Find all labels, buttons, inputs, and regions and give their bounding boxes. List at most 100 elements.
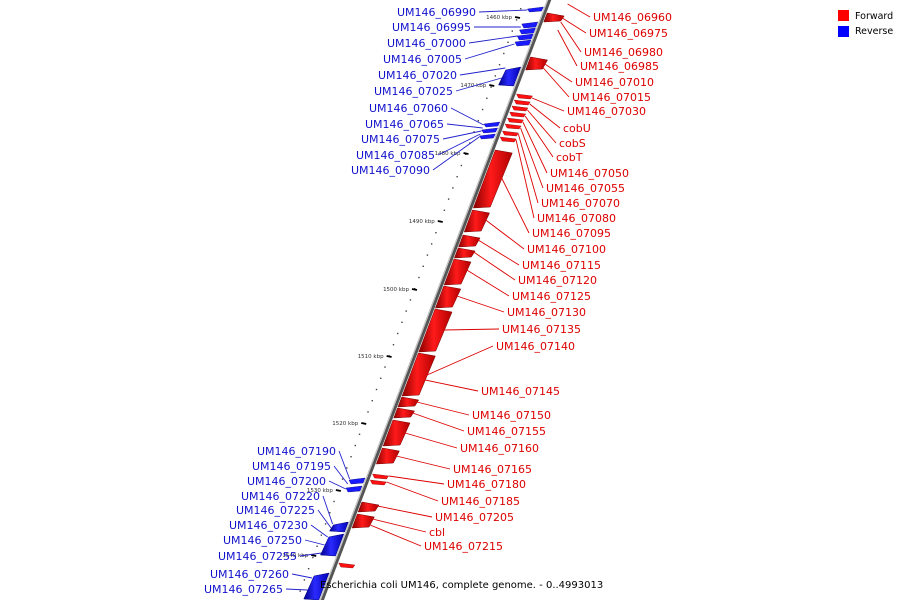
reverse-gene-label: UM146_07020 [378, 69, 457, 82]
reverse-gene-label: UM146_06995 [392, 21, 471, 34]
minor-tick [477, 120, 480, 122]
forward-gene-leader [543, 67, 570, 98]
reverse-gene-block [329, 521, 349, 533]
minor-tick [443, 209, 446, 211]
forward-gene-arrow [502, 130, 519, 137]
reverse-gene-block [320, 533, 345, 557]
reverse-gene-leader [432, 136, 480, 171]
reverse-gene-leader [299, 552, 322, 557]
minor-tick [401, 321, 403, 323]
minor-tick [426, 254, 429, 256]
minor-tick [392, 344, 395, 346]
forward-gene-arrow [507, 117, 524, 124]
tick-label: 1520 kbp [332, 421, 358, 427]
minor-tick [481, 108, 484, 111]
forward-gene-leader [529, 103, 561, 129]
forward-gene-block [393, 407, 415, 419]
forward-gene-leader [517, 133, 539, 204]
forward-gene-label: UM146_07115 [522, 259, 601, 272]
reverse-gene-arrow [481, 127, 498, 134]
minor-tick [469, 142, 471, 144]
minor-tick [503, 52, 505, 55]
forward-gene-block [397, 396, 420, 408]
reverse-gene-label: UM146_07250 [223, 534, 302, 547]
genome-caption: Escherichia coli UM146, complete genome.… [320, 580, 603, 591]
forward-gene-block [401, 352, 436, 397]
forward-gene-leader [515, 139, 535, 219]
forward-gene-leader [527, 109, 557, 144]
reverse-gene-label: UM146_07090 [351, 164, 430, 177]
forward-gene-arrow [499, 136, 517, 143]
reverse-gene-label: UM146_07065 [365, 118, 444, 131]
forward-gene-leader [370, 524, 422, 547]
reverse-gene-leader [322, 495, 334, 525]
reverse-gene-arrow [345, 485, 363, 493]
forward-gene-label: cobU [563, 122, 591, 135]
reverse-gene-leader [291, 573, 313, 579]
forward-gene-label: UM146_07050 [550, 167, 629, 180]
reverse-gene-arrow [478, 133, 496, 140]
minor-tick [341, 478, 344, 480]
minor-tick [380, 377, 382, 379]
forward-gene-label: UM146_07070 [541, 197, 620, 210]
minor-tick [299, 590, 301, 592]
reverse-gene-leader [468, 35, 518, 44]
major-tick [335, 489, 342, 492]
forward-gene-label: UM146_07055 [546, 182, 625, 195]
forward-gene-label: UM146_06960 [593, 11, 672, 24]
minor-tick [490, 86, 492, 88]
forward-gene-label: UM146_07180 [447, 478, 526, 491]
minor-tick [473, 131, 475, 133]
forward-gene-label: UM146_06985 [580, 60, 659, 73]
forward-gene-leader [557, 29, 578, 67]
reverse-gene-arrow [483, 121, 501, 128]
minor-tick [320, 534, 323, 536]
minor-tick [333, 500, 335, 503]
forward-gene-leader [416, 401, 470, 416]
reverse-gene-label: UM146_07000 [387, 37, 466, 50]
forward-gene-label: UM146_07095 [532, 227, 611, 240]
minor-tick [346, 467, 348, 469]
minor-tick [447, 198, 450, 200]
genome-backbone-highlight [319, 0, 549, 600]
forward-gene-arrow [372, 473, 389, 480]
forward-gene-arrow [511, 105, 529, 112]
reverse-gene-label: UM146_07220 [241, 490, 320, 503]
forward-gene-block [351, 513, 375, 529]
forward-gene-leader [520, 127, 544, 189]
forward-gene-label: UM146_07160 [460, 442, 539, 455]
reverse-gene-leader [333, 465, 349, 485]
forward-gene-block [543, 12, 565, 23]
minor-tick [303, 579, 306, 581]
forward-gene-block [525, 56, 548, 71]
major-tick [489, 84, 495, 87]
forward-gene-leader [426, 345, 494, 376]
forward-gene-leader [377, 505, 433, 518]
tick-label: 1500 kbp [383, 287, 409, 293]
forward-gene-leader [425, 379, 479, 392]
minor-tick [409, 299, 412, 301]
forward-gene-arrow [509, 111, 527, 118]
reverse-gene-leader [442, 130, 482, 140]
minor-tick [507, 41, 509, 43]
reverse-gene-arrow [527, 6, 544, 13]
reverse-gene-label: UM146_07260 [210, 568, 289, 581]
forward-gene-block [435, 285, 462, 309]
tick-label: 1540 kbp [282, 553, 308, 559]
forward-gene-label: UM146_07205 [435, 511, 514, 524]
reverse-gene-leader [310, 524, 328, 538]
reverse-gene-label: UM146_07085 [356, 149, 435, 162]
reverse-gene-leader [328, 480, 347, 490]
forward-gene-block [458, 234, 481, 248]
forward-gene-leader [456, 295, 505, 313]
forward-gene-leader [544, 63, 573, 83]
forward-gene-label: UM146_07120 [518, 274, 597, 287]
tick-label: 1490 kbp [409, 219, 435, 225]
forward-gene-label: cobS [559, 137, 586, 150]
genome-backbone [319, 0, 552, 600]
minor-tick [452, 187, 454, 189]
forward-gene-arrow [338, 562, 356, 569]
reverse-gene-leader [338, 450, 351, 480]
